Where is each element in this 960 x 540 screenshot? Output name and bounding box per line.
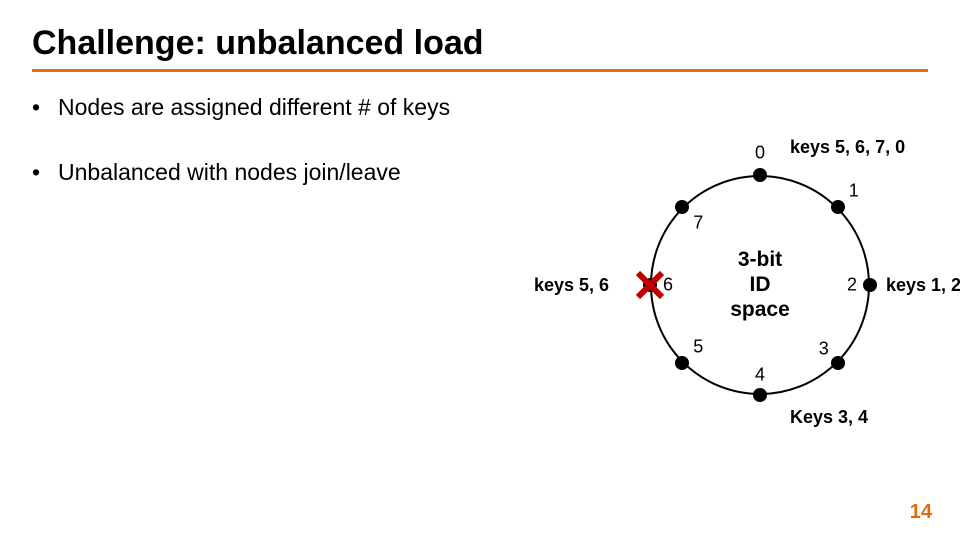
node-label-2: 2 [847,275,857,296]
node-dot-4 [753,388,767,402]
node-dot-1 [831,200,845,214]
remove-cross-icon [633,268,667,302]
key-label-1: keys 1, 2 [886,275,960,296]
title-underline [32,69,928,72]
node-label-0: 0 [755,143,765,164]
key-label-2: Keys 3, 4 [790,407,868,428]
slide-title: Challenge: unbalanced load [32,24,928,63]
node-label-1: 1 [849,181,859,202]
page-number: 14 [910,501,932,524]
node-label-3: 3 [819,338,829,359]
node-dot-2 [863,278,877,292]
node-label-5: 5 [693,336,703,357]
node-dot-3 [831,356,845,370]
key-label-0: keys 5, 6, 7, 0 [790,137,905,158]
key-label-3: keys 5, 6 [534,275,609,296]
center-label: 3-bitID space [730,247,790,323]
node-label-4: 4 [755,365,765,386]
node-label-7: 7 [693,213,703,234]
bullet-item: Nodes are assigned different # of keys [32,90,928,125]
node-dot-0 [753,168,767,182]
node-dot-7 [675,200,689,214]
node-dot-5 [675,356,689,370]
